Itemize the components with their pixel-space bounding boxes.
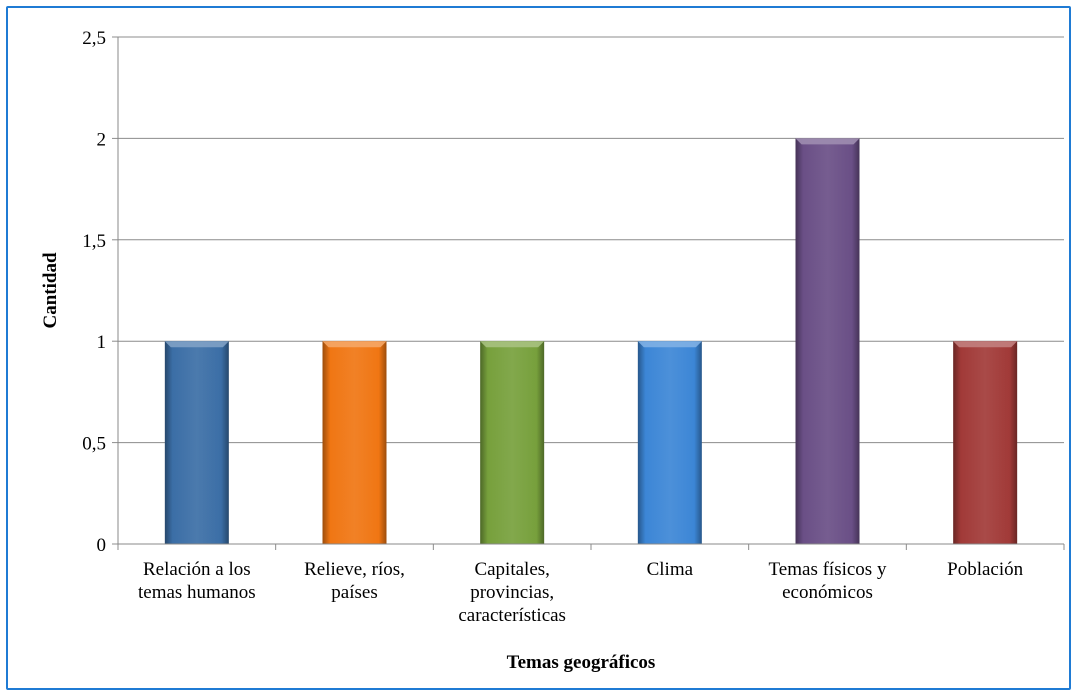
bar-highlight <box>795 138 860 145</box>
bar <box>795 138 860 544</box>
bar <box>953 341 1018 544</box>
bar-highlight <box>164 341 229 348</box>
x-axis-labels: Relación a los temas humanos Relieve, ríos… <box>117 544 1065 626</box>
y-tick-label: 1 <box>97 332 107 353</box>
bar <box>164 341 229 544</box>
gridlines <box>118 36 1064 444</box>
y-tick-label: 1,5 <box>82 231 106 252</box>
x-tick-label: Clima <box>647 559 694 580</box>
bar-highlight <box>953 341 1018 348</box>
bar <box>480 341 545 544</box>
y-tick-label: 0,5 <box>82 434 106 455</box>
x-axis-title: Temas geográficos <box>507 652 656 673</box>
x-tick-label: Temas físicos y económicos <box>769 559 887 603</box>
bar-highlight <box>637 341 702 348</box>
x-tick-label: Relieve, ríos, países <box>304 559 405 603</box>
bar <box>637 341 702 544</box>
y-axis-title: Cantidad <box>40 252 61 328</box>
y-tick-label: 2 <box>97 129 107 150</box>
bars <box>164 138 1018 544</box>
bar-highlight <box>480 341 545 348</box>
x-tick-label: Relación a los temas humanos <box>138 559 256 603</box>
y-axis-ticks: 0 0,5 1 1,5 2 2,5 <box>82 28 118 556</box>
x-tick-label: Población <box>947 559 1023 580</box>
bar-highlight <box>322 341 387 348</box>
bar <box>322 341 387 544</box>
y-tick-label: 2,5 <box>82 28 106 49</box>
x-tick-label: Capitales, provincias, características <box>458 559 566 626</box>
y-tick-label: 0 <box>97 535 107 556</box>
